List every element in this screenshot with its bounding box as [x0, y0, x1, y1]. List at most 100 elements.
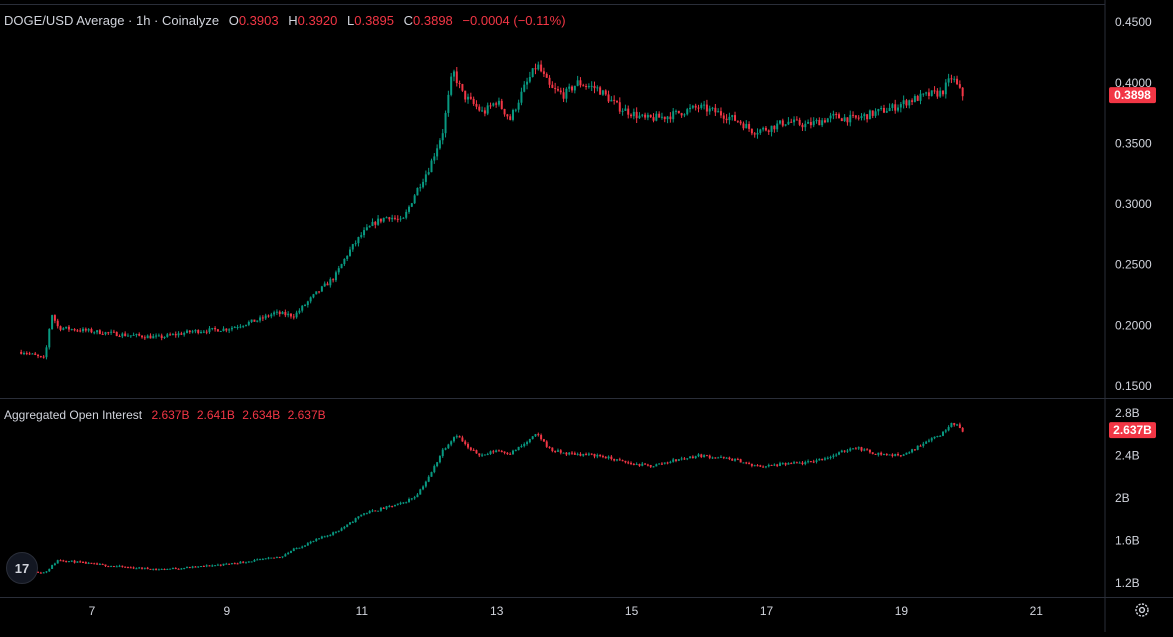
oi-candle-body: [559, 450, 562, 453]
oi-candle-body: [306, 543, 309, 546]
price-candle-body: [247, 321, 250, 325]
price-candle-body: [155, 335, 158, 337]
price-candle-body: [163, 336, 166, 339]
oi-legend: Aggregated Open Interest 2.637B 2.641B 2…: [4, 408, 326, 422]
price-candle-body: [112, 331, 115, 333]
oi-candle-body: [854, 448, 857, 450]
oi-candle-body: [840, 450, 843, 453]
oi-candle-body: [613, 458, 616, 461]
oi-candle-body: [135, 568, 138, 570]
oi-candle-body: [408, 499, 411, 503]
price-candle-body: [250, 319, 253, 322]
oi-candle-body: [933, 436, 936, 439]
price-candle-body: [444, 112, 447, 134]
price-candle-body: [956, 78, 959, 85]
price-candle-body: [672, 111, 675, 120]
oi-candle-body: [298, 547, 301, 549]
price-candle-body: [191, 331, 194, 333]
price-candle-body: [82, 328, 85, 332]
oi-candle-body: [56, 560, 59, 564]
oi-candle-body: [911, 449, 914, 453]
oi-candle-body: [315, 538, 318, 541]
price-candle-body: [812, 121, 815, 126]
oi-candle-body: [365, 513, 368, 515]
price-candle-body: [815, 120, 818, 122]
oi-title: Aggregated Open Interest: [4, 408, 143, 422]
oi-candle-body: [632, 463, 635, 465]
oi-candle-body: [250, 561, 253, 563]
price-candle-body: [573, 85, 576, 91]
price-y-tick-label: 0.2500: [1115, 258, 1152, 272]
oi-candle-body: [734, 459, 737, 461]
price-candle-body: [897, 107, 900, 111]
oi-candle-body: [447, 444, 450, 449]
oi-candle-body: [169, 568, 172, 570]
oi-candle-body: [534, 434, 537, 437]
price-candle-body: [497, 100, 500, 105]
oi-candle-body: [809, 461, 812, 463]
price-candle-body: [621, 110, 624, 112]
price-candle-body: [852, 114, 855, 116]
oi-candle-body: [287, 552, 290, 555]
price-candle-body: [700, 104, 703, 108]
price-candle-body: [618, 102, 621, 112]
oi-candle-body: [759, 465, 762, 467]
price-candle-body: [941, 90, 944, 95]
oi-candle-body: [309, 541, 312, 544]
price-candle-body: [863, 114, 866, 117]
price-candle-body: [762, 127, 765, 130]
oi-candle-body: [936, 436, 939, 438]
oi-candle-body: [764, 466, 767, 468]
oi-candle-body: [393, 504, 396, 507]
price-candle-body: [129, 335, 132, 337]
labels-layer: 0.3898 2.637B: [1109, 87, 1156, 439]
oi-candle-body: [860, 447, 863, 451]
oi-candle-body: [562, 452, 565, 454]
oi-candle-body: [925, 441, 928, 444]
oi-candle-body: [686, 458, 689, 460]
price-candle-body: [930, 90, 933, 96]
price-candle-body: [576, 80, 579, 86]
price-candle-body: [571, 86, 574, 91]
price-candle-body: [76, 330, 79, 332]
oi-candle-body: [326, 535, 329, 537]
oi-candle-body: [922, 443, 925, 446]
oi-candle-body: [826, 457, 829, 459]
oi-candle-body: [497, 450, 500, 452]
close-value: 0.3898: [413, 13, 453, 28]
oi-candle-body: [877, 452, 880, 455]
oi-candle-body: [239, 561, 242, 564]
price-candle-body: [652, 117, 655, 121]
price-candle-body: [104, 332, 107, 335]
price-candle-body: [329, 279, 332, 286]
oi-candle-body: [284, 554, 287, 557]
price-candle-body: [500, 100, 503, 110]
price-candle-body: [585, 86, 588, 88]
price-candle-body: [348, 249, 351, 256]
price-candle-body: [166, 334, 169, 337]
oi-candle-body: [793, 462, 796, 464]
oi-candle-body: [585, 453, 588, 455]
oi-candle-body: [124, 566, 127, 568]
oi-candle-body: [318, 538, 321, 540]
price-candle-body: [593, 85, 596, 89]
price-candle-body: [832, 113, 835, 116]
oi-candle-body: [882, 453, 885, 455]
oi-candle-body: [427, 476, 430, 482]
price-candle-body: [531, 68, 534, 77]
settings-gear-icon[interactable]: [1133, 601, 1151, 619]
price-candle-body: [764, 127, 767, 131]
price-candle-body: [337, 268, 340, 273]
price-candle-body: [660, 116, 663, 118]
price-candle-body: [784, 124, 787, 126]
price-candle-body: [933, 90, 936, 92]
oi-candle-body: [110, 566, 113, 568]
price-candle-body: [194, 330, 197, 332]
oi-candle-body: [930, 438, 933, 441]
oi-candle-body: [545, 441, 548, 447]
price-candle-body: [868, 110, 871, 120]
tradingview-logo[interactable]: 17: [6, 552, 38, 584]
